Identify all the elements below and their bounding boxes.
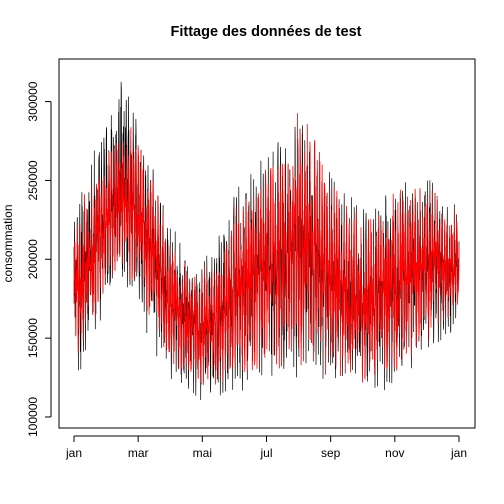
x-axis: jan mar mai jul sep nov jan bbox=[65, 435, 467, 460]
plot-frame bbox=[58, 58, 476, 429]
y-tick-label: 300000 bbox=[26, 81, 40, 121]
x-tick-label: mai bbox=[193, 446, 212, 460]
x-tick-label: mar bbox=[128, 446, 149, 460]
y-tick-label: 200000 bbox=[26, 239, 40, 279]
x-tick-label: jan bbox=[65, 446, 82, 460]
series-fitted bbox=[73, 113, 460, 386]
y-tick-label: 150000 bbox=[26, 318, 40, 358]
y-axis: 100000 150000 200000 250000 300000 bbox=[26, 81, 52, 437]
y-tick-label: 250000 bbox=[26, 160, 40, 200]
chart-title: Fittage des données de test bbox=[171, 24, 362, 40]
series-layer bbox=[73, 81, 460, 401]
y-axis-label: consommation bbox=[1, 204, 15, 282]
x-tick-label: jul bbox=[259, 446, 272, 460]
x-tick-label: sep bbox=[321, 446, 341, 460]
x-tick-label: jan bbox=[450, 446, 467, 460]
y-tick-label: 100000 bbox=[26, 397, 40, 437]
x-tick-label: nov bbox=[385, 446, 404, 460]
